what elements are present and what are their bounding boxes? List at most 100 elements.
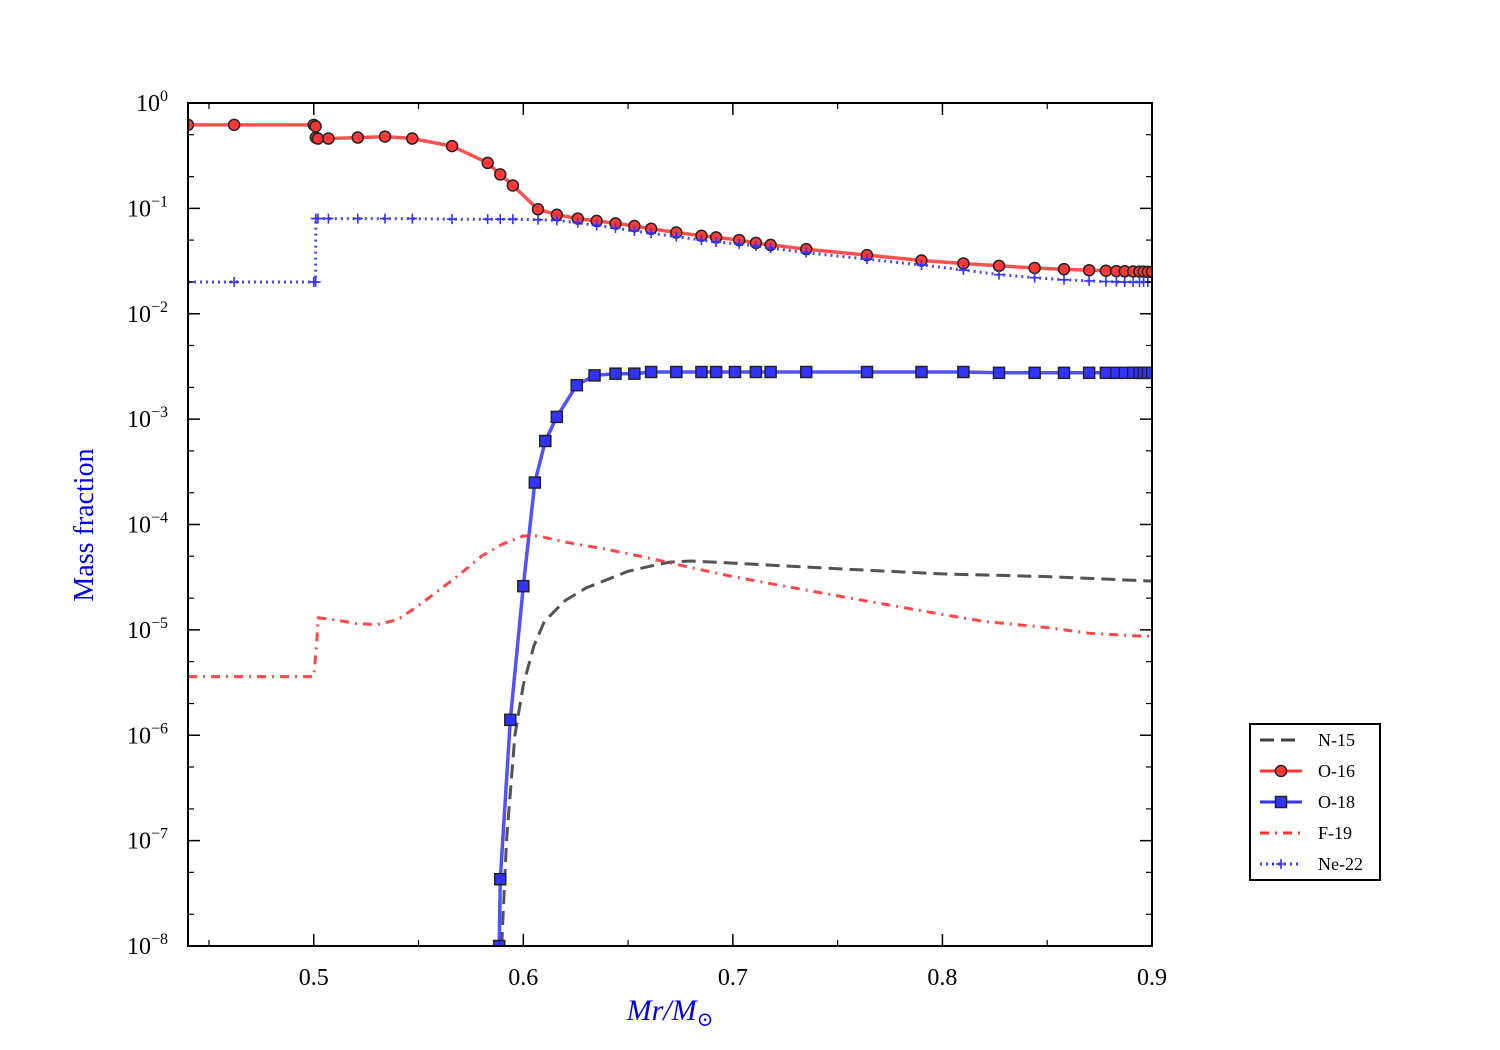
series-ne-22 bbox=[188, 213, 1152, 288]
data-point bbox=[570, 378, 583, 392]
x-axis-label-sub: ⊙ bbox=[697, 1009, 714, 1031]
data-point bbox=[1145, 366, 1152, 380]
data-point bbox=[1119, 277, 1130, 288]
data-point bbox=[1274, 795, 1288, 809]
series-n-15 bbox=[500, 559, 1152, 946]
data-point bbox=[644, 365, 658, 379]
legend-entry: O-18 bbox=[1260, 792, 1355, 812]
data-point bbox=[799, 365, 813, 379]
legend-label: Ne-22 bbox=[1318, 854, 1363, 874]
y-tick-label: 10−8 bbox=[127, 931, 168, 960]
data-point bbox=[445, 139, 459, 153]
y-tick-label: 100 bbox=[136, 88, 168, 117]
y-tick-label: 10−4 bbox=[127, 510, 168, 539]
x-tick-label: 0.6 bbox=[508, 965, 538, 991]
legend-entry: F-19 bbox=[1260, 823, 1352, 843]
data-point bbox=[711, 236, 722, 247]
data-point bbox=[550, 410, 564, 424]
data-point bbox=[765, 243, 776, 254]
y-tick-label: 10−7 bbox=[127, 826, 168, 855]
data-point bbox=[749, 365, 763, 379]
data-point bbox=[1028, 366, 1041, 380]
data-point bbox=[1274, 764, 1288, 778]
data-point bbox=[323, 213, 334, 224]
data-point bbox=[495, 214, 506, 225]
x-tick-label: 0.5 bbox=[299, 965, 329, 991]
data-point bbox=[728, 365, 742, 379]
x-axis-label-main: Mr/M bbox=[626, 994, 699, 1027]
data-point bbox=[494, 872, 507, 886]
data-point bbox=[407, 213, 418, 224]
data-point bbox=[1082, 263, 1096, 277]
data-point bbox=[609, 367, 622, 380]
data-point bbox=[322, 132, 335, 145]
data-point bbox=[481, 156, 494, 170]
data-point bbox=[229, 277, 240, 288]
data-point bbox=[1099, 264, 1113, 277]
legend-label: N-15 bbox=[1318, 730, 1355, 750]
data-point bbox=[915, 365, 928, 379]
series-layer bbox=[188, 118, 1152, 946]
data-point bbox=[532, 214, 543, 225]
data-point bbox=[957, 365, 970, 379]
x-tick-labels: 0.5 0.6 0.7 0.8 0.9 bbox=[299, 965, 1167, 991]
data-point bbox=[1029, 272, 1040, 283]
x-tick-label: 0.7 bbox=[718, 965, 748, 991]
data-point bbox=[482, 214, 493, 225]
data-point bbox=[764, 365, 777, 379]
data-point bbox=[1099, 366, 1113, 380]
y-tick-label: 10−2 bbox=[127, 299, 168, 328]
series-line bbox=[188, 534, 1152, 679]
data-point bbox=[492, 939, 506, 946]
legend-label: F-19 bbox=[1318, 823, 1352, 843]
data-point bbox=[1058, 274, 1069, 285]
x-tick-label: 0.8 bbox=[927, 965, 957, 991]
y-tick-label: 10−1 bbox=[127, 193, 168, 222]
data-point bbox=[750, 240, 761, 251]
y-tick-label: 10−3 bbox=[127, 404, 168, 433]
legend: N-15 O-16 O-18 F-19 Ne-22 bbox=[1249, 723, 1381, 881]
data-point bbox=[801, 247, 812, 258]
data-point bbox=[1082, 366, 1096, 380]
data-point bbox=[958, 265, 969, 276]
series-line bbox=[500, 559, 1152, 946]
data-point bbox=[610, 223, 621, 234]
data-point bbox=[539, 434, 552, 448]
y-tick-label: 10−5 bbox=[127, 615, 168, 644]
x-axis-label: Mr/M⊙ bbox=[626, 994, 714, 1031]
x-tick-label: 0.9 bbox=[1137, 965, 1167, 991]
legend-label: O-16 bbox=[1318, 761, 1355, 781]
data-point bbox=[572, 217, 583, 228]
y-axis-label: Mass fraction bbox=[69, 448, 100, 601]
data-point bbox=[378, 130, 392, 143]
data-point bbox=[447, 214, 458, 225]
data-point bbox=[860, 365, 874, 379]
data-point bbox=[494, 168, 507, 181]
data-point bbox=[709, 365, 723, 379]
legend-entry: N-15 bbox=[1260, 730, 1355, 750]
data-point bbox=[1057, 366, 1071, 380]
data-point bbox=[695, 365, 708, 379]
data-point bbox=[646, 228, 657, 239]
data-point bbox=[379, 213, 390, 224]
data-point bbox=[671, 231, 682, 242]
series-o-18 bbox=[492, 365, 1152, 946]
data-point bbox=[992, 366, 1006, 380]
data-point bbox=[506, 179, 520, 192]
data-point bbox=[405, 132, 419, 145]
data-point bbox=[227, 118, 241, 132]
data-point bbox=[1028, 261, 1041, 275]
legend-label: O-18 bbox=[1318, 792, 1355, 812]
data-point bbox=[311, 132, 325, 145]
data-point bbox=[1145, 265, 1152, 279]
data-point bbox=[629, 225, 640, 236]
data-point bbox=[528, 476, 542, 489]
data-point bbox=[351, 131, 364, 144]
data-point bbox=[734, 238, 745, 249]
data-point bbox=[994, 269, 1005, 280]
data-point bbox=[1100, 276, 1111, 287]
series-f-19 bbox=[188, 534, 1152, 679]
data-point bbox=[1111, 276, 1122, 287]
